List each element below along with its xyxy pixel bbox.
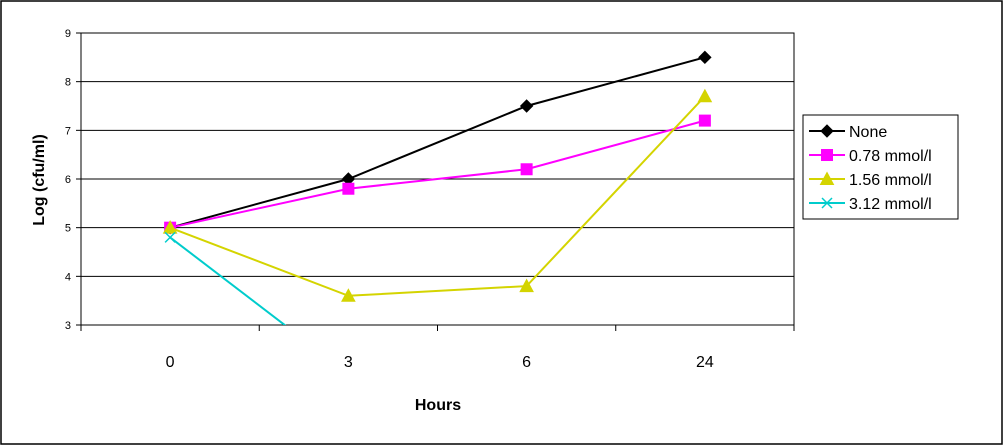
y-tick-label: 6: [65, 174, 71, 186]
y-tick-label: 3: [65, 320, 71, 332]
y-tick-label: 5: [65, 223, 71, 235]
series-line: [169, 95, 706, 297]
legend-label: None: [849, 124, 887, 141]
data-point: [697, 88, 713, 103]
y-tick-label: 9: [65, 28, 71, 40]
data-point-stroke: [821, 197, 833, 209]
data-point: [520, 163, 533, 176]
legend-label: 3.12 mmol/l: [849, 196, 932, 213]
series-line: [169, 236, 287, 325]
data-point: [821, 149, 833, 161]
data-point: [820, 124, 834, 138]
data-point: [698, 114, 711, 127]
data-point: [519, 278, 534, 293]
x-tick-label: 6: [522, 354, 531, 371]
data-point: [341, 288, 356, 302]
series: [162, 88, 713, 302]
series-line: [169, 56, 706, 229]
y-tick-label: 4: [65, 271, 71, 283]
legend-item: 1.56 mmol/l: [809, 171, 932, 189]
data-point-stroke: [164, 231, 176, 243]
series-layer: [162, 50, 713, 325]
x-tick-label: 3: [344, 354, 353, 371]
y-tick-label: 7: [65, 125, 71, 137]
data-point: [698, 50, 712, 65]
data-point: [164, 231, 176, 243]
legend-label: 0.78 mmol/l: [849, 148, 932, 165]
y-axis: 3 4 5 6 7 8 9: [65, 28, 81, 332]
y-tick-label: 8: [65, 77, 71, 89]
y-axis-label: Log (cfu/ml): [31, 134, 48, 226]
x-tick-label: 0: [166, 354, 175, 371]
x-tick-label: 24: [696, 354, 714, 371]
series-line: [169, 119, 706, 229]
legend: None 0.78 mmol/l 1.56 mmol/l 3.12 mmol/l: [802, 114, 959, 220]
data-point: [819, 171, 835, 185]
legend-label: 1.56 mmol/l: [849, 172, 932, 189]
legend-item: None: [809, 124, 887, 141]
data-point: [162, 220, 178, 234]
x-axis: 0 3 6 24: [80, 325, 795, 371]
data-point: [519, 99, 534, 113]
legend-item: 0.78 mmol/l: [809, 148, 932, 165]
data-point: [821, 197, 833, 209]
x-axis-label: Hours: [415, 397, 461, 414]
data-point: [342, 182, 355, 195]
series: [164, 231, 287, 325]
legend-item: 3.12 mmol/l: [809, 196, 932, 213]
